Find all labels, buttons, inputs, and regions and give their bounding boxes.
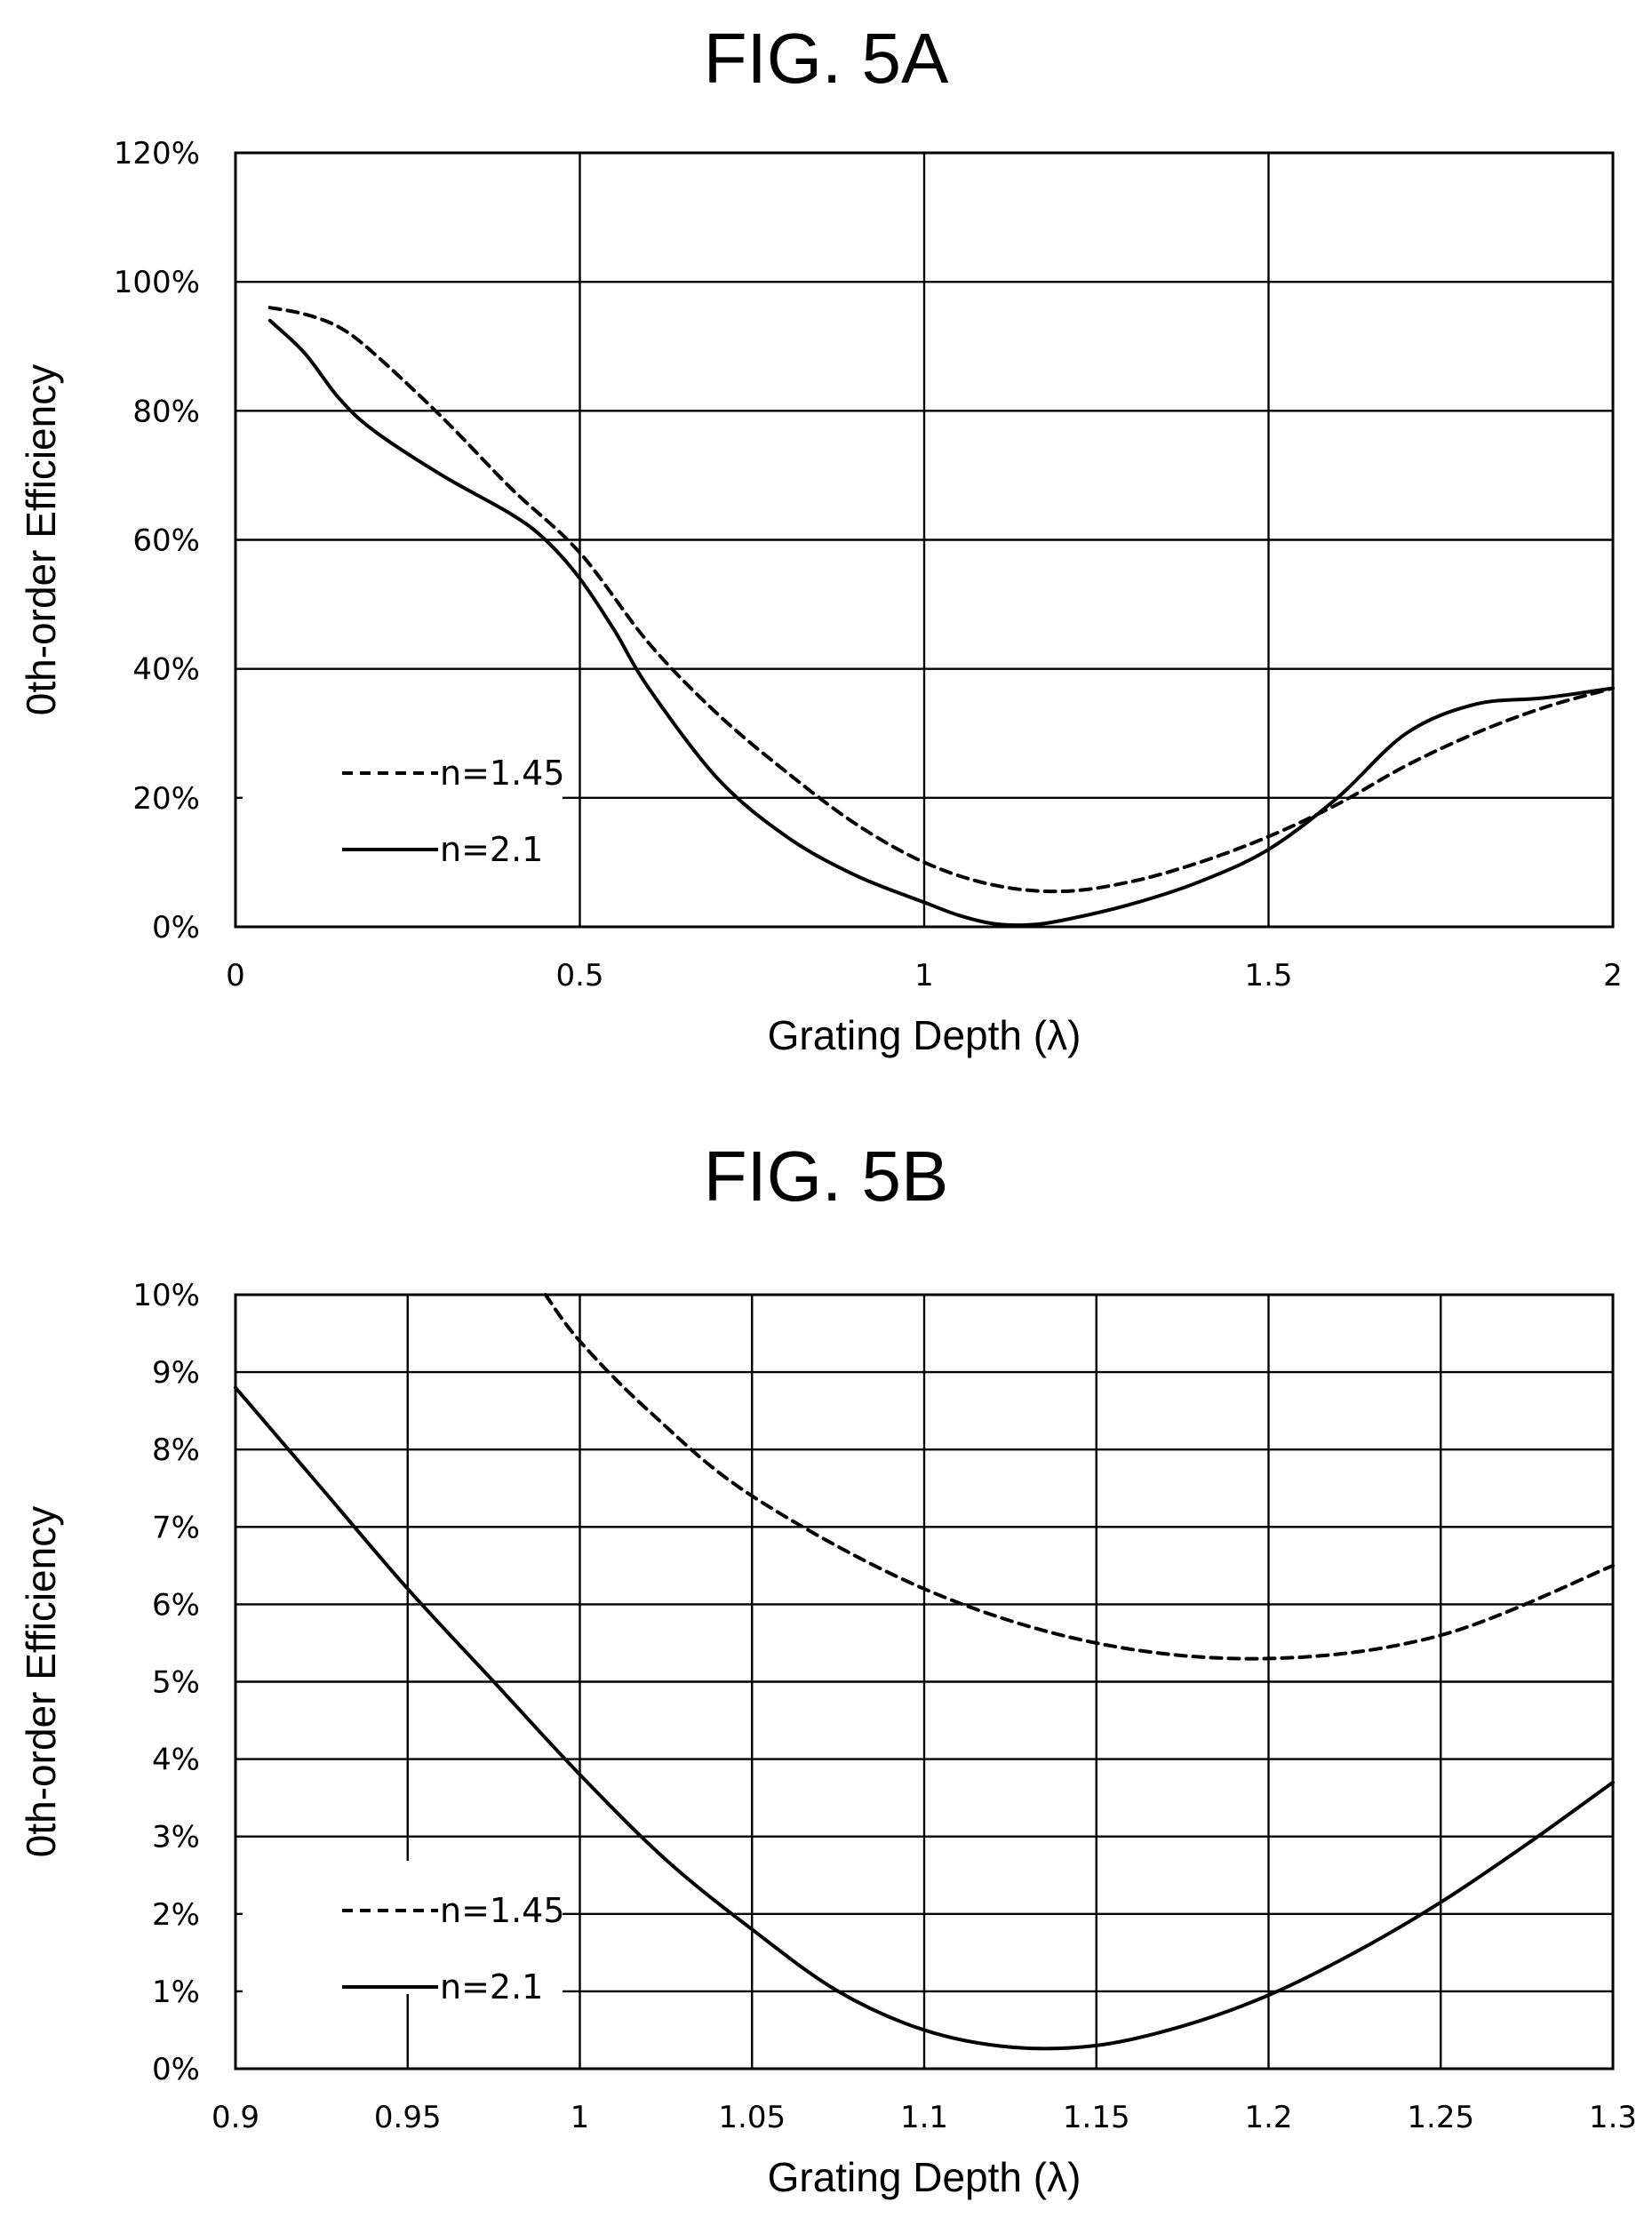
x-tick-label: 2 [1603,958,1623,993]
x-tick-label: 1 [571,2100,590,2135]
y-tick-label: 0% [152,2052,200,2087]
y-tick-label: 20% [132,781,200,817]
x-tick-label: 1.1 [900,2100,948,2135]
series-line-n145 [267,306,1615,894]
x-tick-label: 0.9 [211,2100,259,2135]
legend-label: n=1.45 [440,754,565,793]
y-tick-label: 2% [152,1897,200,1933]
y-tick-label: 5% [152,1665,200,1701]
figure-title-5b: FIG. 5B [703,1137,949,1216]
y-tick-label: 100% [114,265,200,300]
y-tick-label: 80% [132,394,200,429]
x-tick-label: 0 [226,958,245,993]
x-tick-label: 0.95 [374,2100,442,2135]
y-axis-label: 0th-order Efficiency [18,364,64,715]
legend-label: n=1.45 [440,1891,565,1930]
x-tick-label: 1.25 [1407,2100,1474,2135]
y-axis-label: 0th-order Efficiency [18,1506,64,1857]
x-axis-label: Grating Depth (λ) [768,2154,1081,2200]
legend-label: n=2.1 [440,1967,543,2007]
legend-box [243,723,563,857]
x-tick-label: 1.5 [1244,958,1292,993]
y-tick-label: 6% [152,1587,200,1623]
x-axis-label: Grating Depth (λ) [768,1012,1081,1058]
chart-5b: 0% 1% 2% 3% 4% 5% 6% 7% 8% 9% 10% 0.9 0.95 1 1.05 1.1 1.… [18,1278,1637,2200]
chart-5a: 0% 20% 40% 60% 80% 100% 120% 0 0.5 1 1.5 2 Grating D… [18,136,1623,1058]
y-tick-label: 8% [152,1432,200,1468]
y-tick-label: 7% [152,1510,200,1545]
plot-frame [234,151,1615,929]
y-tick-label: 10% [132,1278,200,1313]
x-tick-label: 1.2 [1244,2100,1292,2135]
y-tick-label: 40% [132,652,200,688]
figure-title-5a: FIG. 5A [703,19,949,98]
x-tick-label: 1 [914,958,934,993]
y-tick-label: 0% [152,910,200,945]
series-line-n21 [267,318,1615,928]
y-tick-label: 1% [152,1975,200,2010]
x-tick-label: 1.15 [1063,2100,1130,2135]
y-tick-label: 9% [152,1355,200,1391]
y-tick-label: 120% [114,136,200,172]
series-line-n145 [543,1293,1615,1661]
legend-label: n=2.1 [440,830,543,869]
legend-box [243,1861,563,1994]
series-line-n21 [234,1385,1615,2051]
x-tick-label: 0.5 [555,958,603,993]
y-tick-label: 4% [152,1743,200,1778]
x-tick-label: 1.3 [1589,2100,1637,2135]
y-tick-label: 60% [132,523,200,559]
x-tick-label: 1.05 [718,2100,786,2135]
plot-frame [234,1293,1615,2070]
y-tick-label: 3% [152,1820,200,1855]
